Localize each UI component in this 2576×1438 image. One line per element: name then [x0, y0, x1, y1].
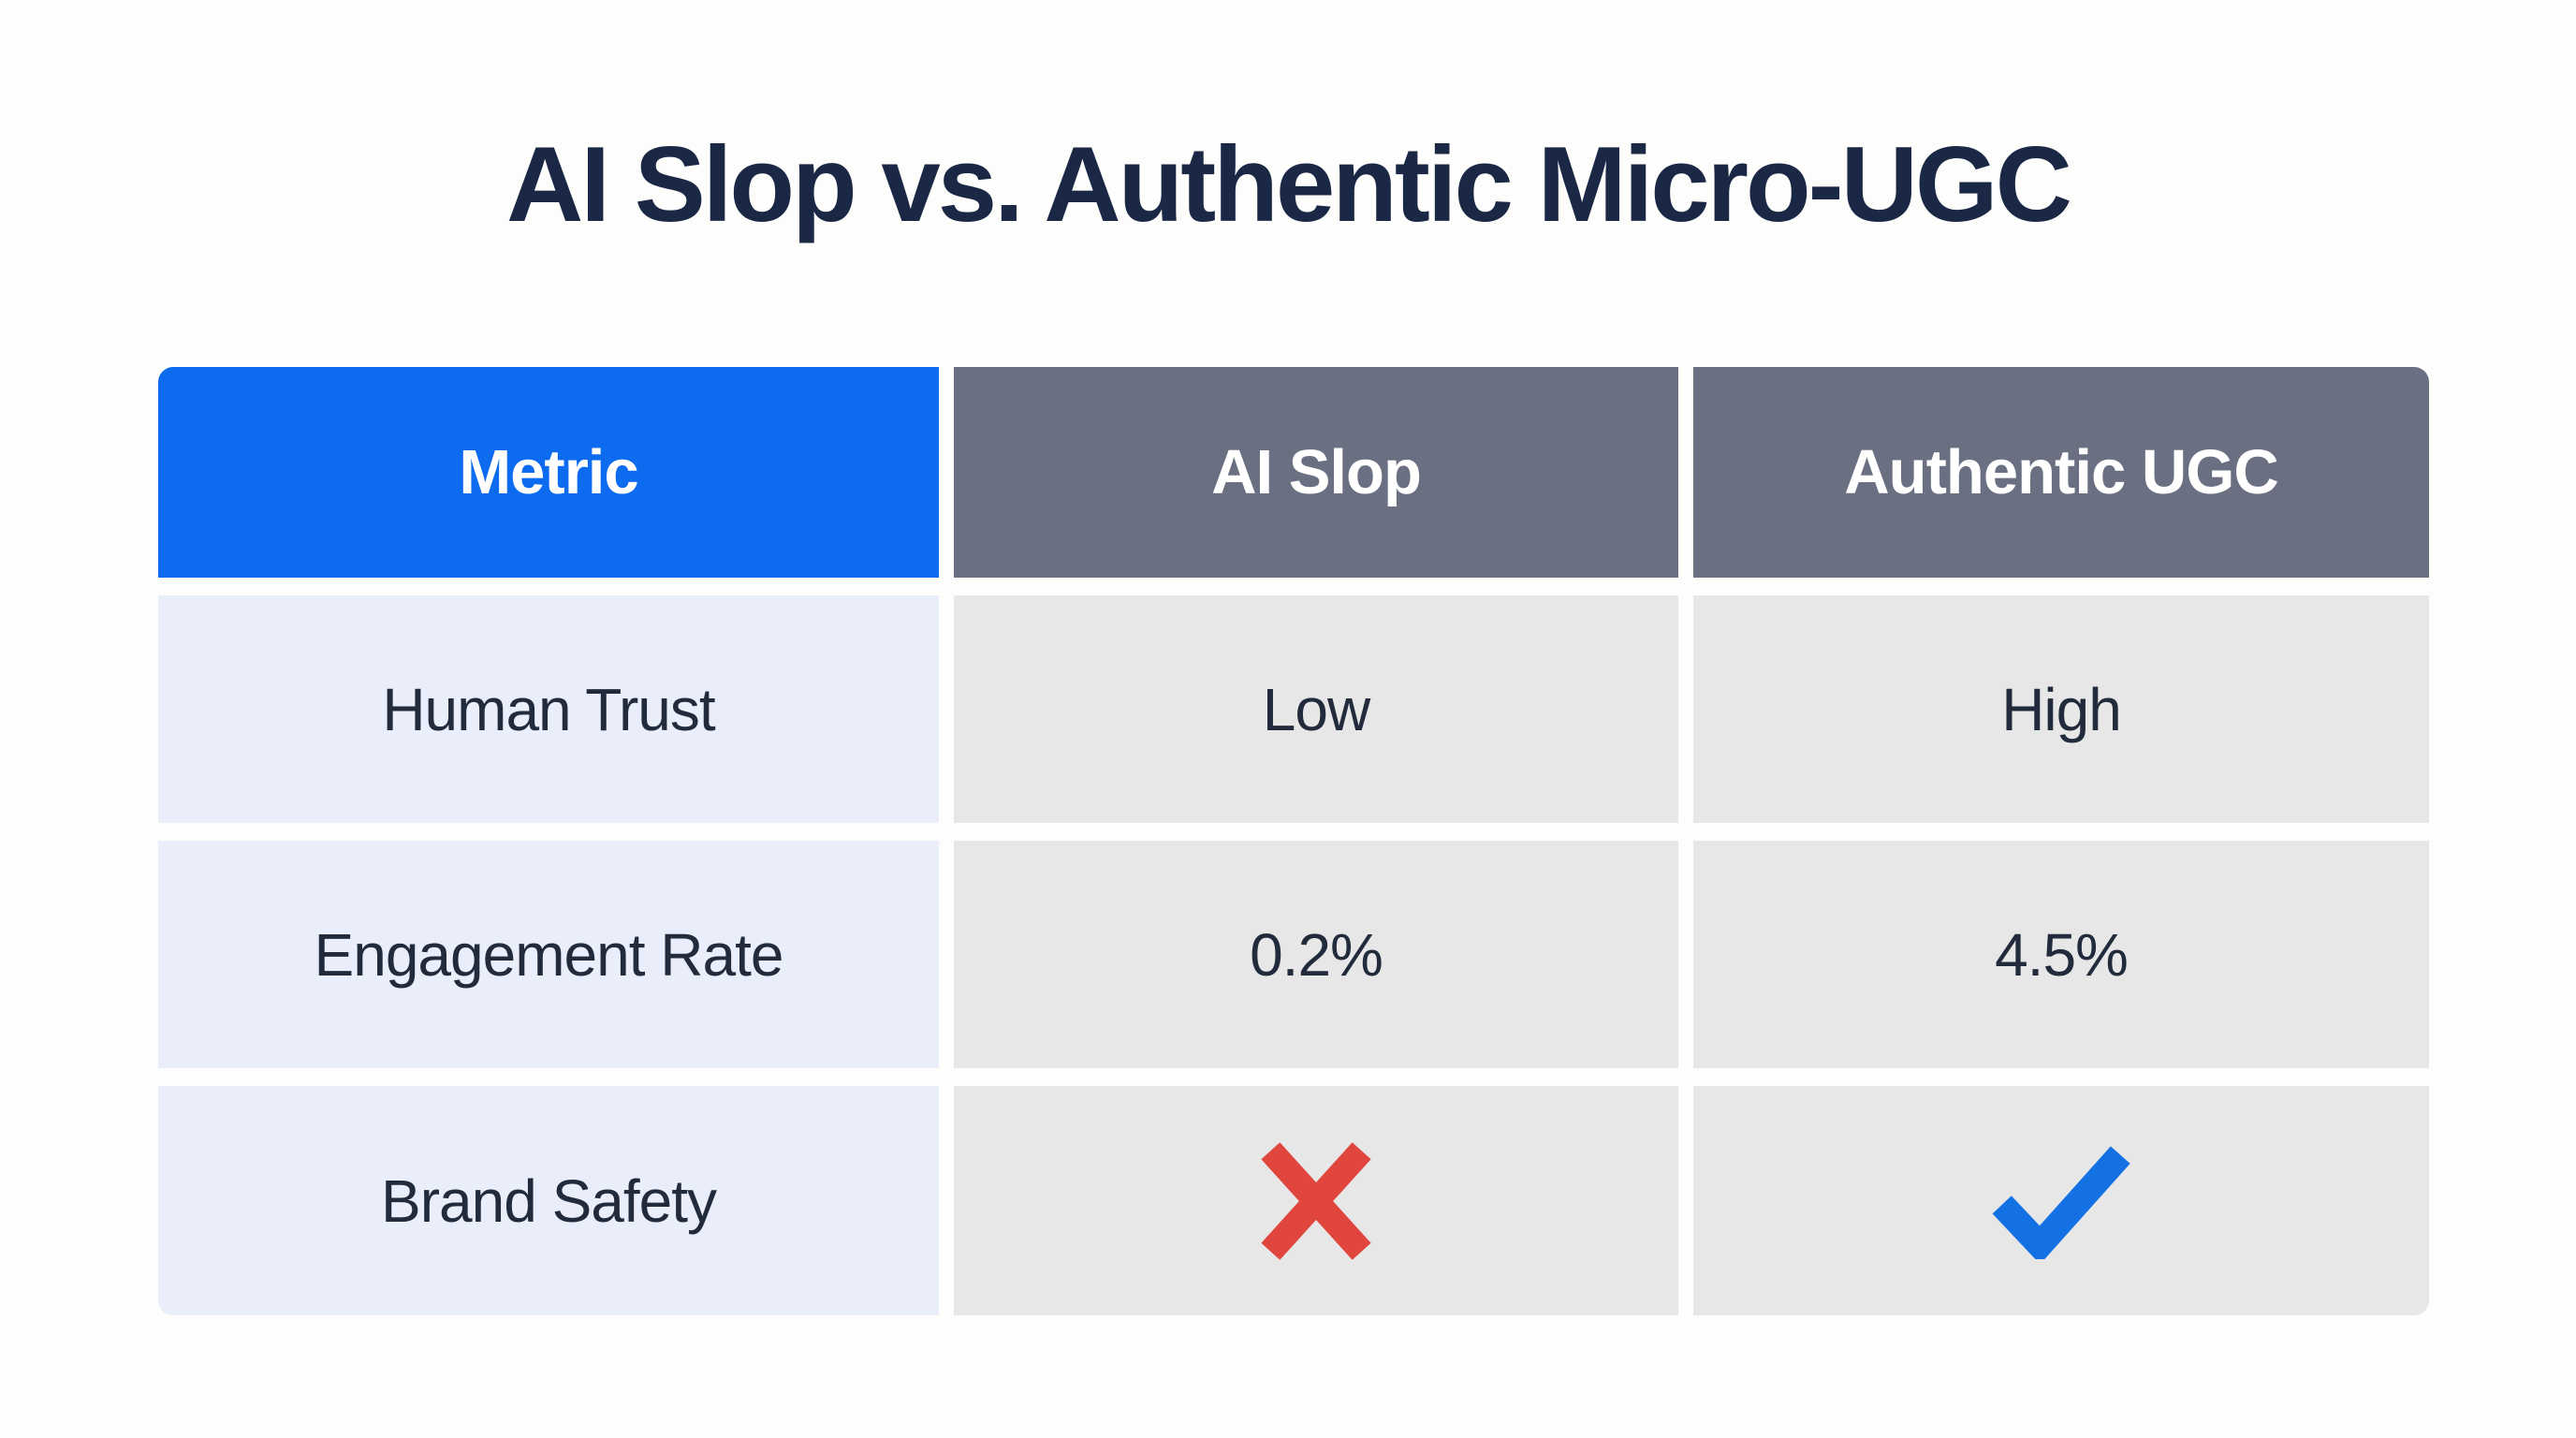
column-header-authentic-ugc: Authentic UGC [1693, 367, 2429, 578]
engagement-rate-authentic-ugc-cell: 4.5% [1693, 841, 2429, 1068]
human-trust-ai-slop-cell: Low [954, 595, 1678, 823]
comparison-table: Metric AI Slop Authentic UGC Human Trust… [158, 367, 2429, 1315]
check-icon [1992, 1145, 2130, 1259]
column-header-metric: Metric [158, 367, 939, 578]
column-header-ai-slop: AI Slop [954, 367, 1678, 578]
page-title: AI Slop vs. Authentic Micro-UGC [506, 125, 2072, 244]
row-label-engagement-rate: Engagement Rate [158, 841, 939, 1068]
cross-icon [1261, 1141, 1371, 1260]
row-label-brand-safety: Brand Safety [158, 1086, 939, 1315]
human-trust-authentic-ugc-cell: High [1693, 595, 2429, 823]
brand-safety-ai-slop-cell [954, 1086, 1678, 1315]
row-label-human-trust: Human Trust [158, 595, 939, 823]
brand-safety-authentic-ugc-cell [1693, 1086, 2429, 1315]
engagement-rate-ai-slop-cell: 0.2% [954, 841, 1678, 1068]
